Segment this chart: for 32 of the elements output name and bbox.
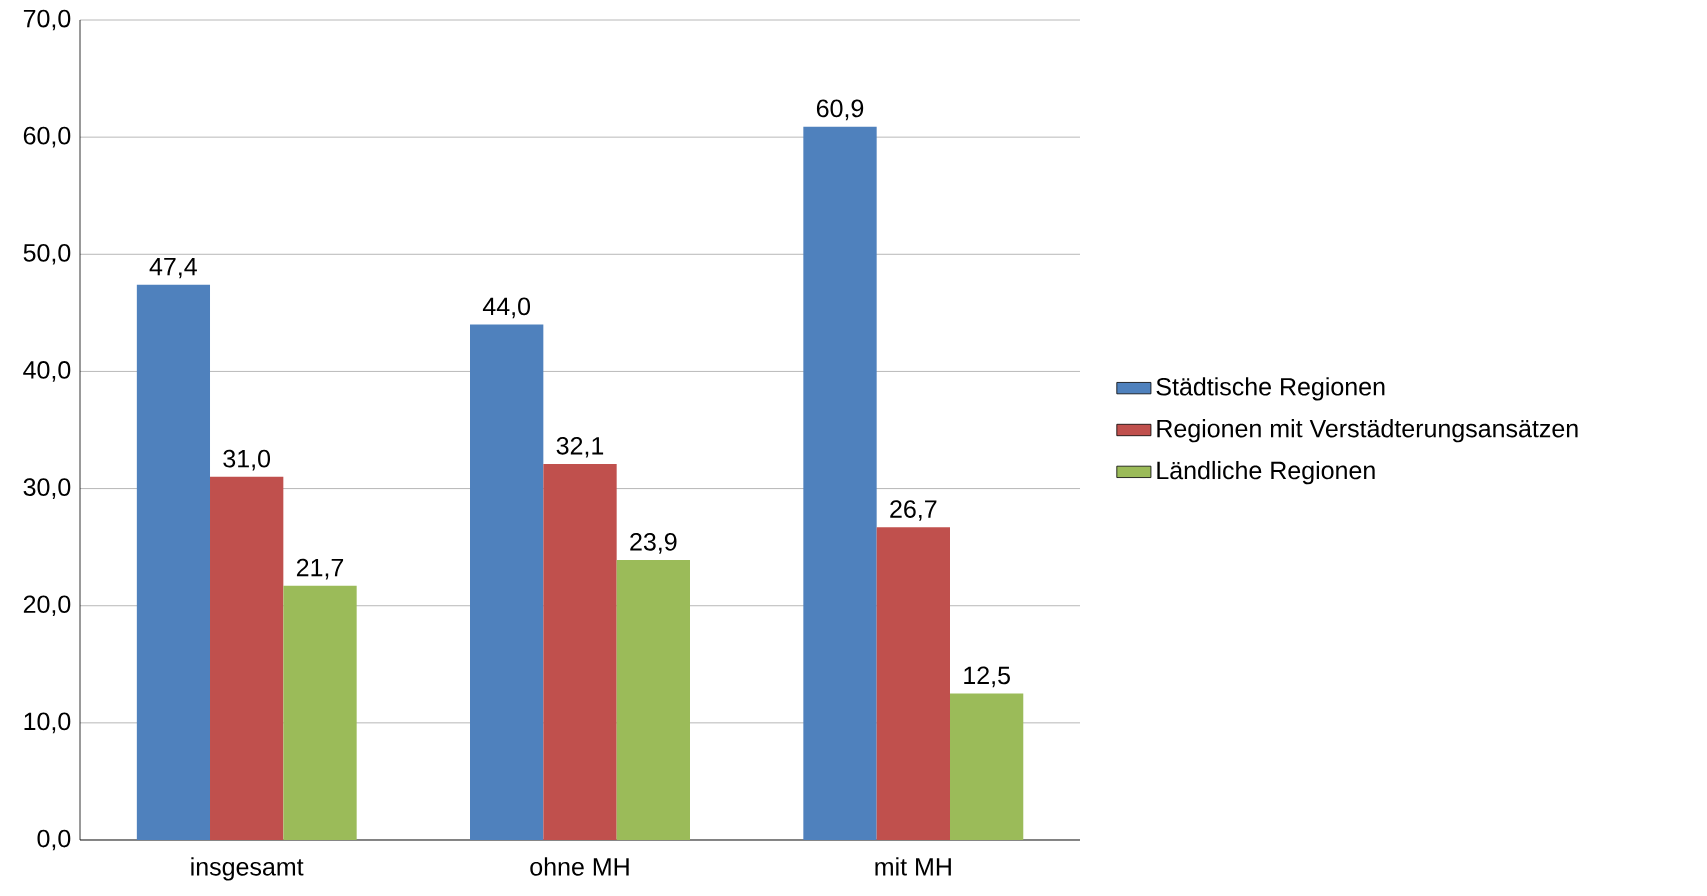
- bar: [803, 126, 877, 840]
- x-tick-label: insgesamt: [191, 857, 304, 881]
- data-label: 32,1: [556, 436, 604, 458]
- data-label: 23,9: [630, 532, 677, 554]
- y-tick-label: 20,0: [23, 595, 71, 617]
- y-tick-label: 40,0: [23, 361, 71, 382]
- data-label: 44,0: [482, 297, 531, 319]
- bar: [616, 560, 690, 840]
- legend-label: Städtische Regionen: [1156, 377, 1385, 401]
- data-label: 60,9: [816, 99, 864, 121]
- data-label: 26,7: [890, 500, 937, 521]
- y-tick-label: 50,0: [23, 243, 71, 265]
- y-tick-label: 60,0: [23, 126, 71, 148]
- y-tick-label: 70,0: [23, 9, 71, 31]
- bar: [876, 527, 950, 840]
- data-label: 21,7: [296, 558, 344, 580]
- bar: [283, 585, 357, 840]
- bar: [950, 693, 1024, 840]
- data-label: 31,0: [223, 449, 271, 471]
- bar: [136, 284, 211, 840]
- bar: [543, 463, 617, 840]
- y-tick-label: 0,0: [37, 829, 71, 851]
- legend-label: Regionen mit Verstädterungsansätzen: [1157, 419, 1578, 443]
- bar: [470, 324, 544, 840]
- x-tick-label: ohne MH: [530, 857, 629, 876]
- y-tick-label: 30,0: [23, 478, 71, 499]
- x-tick-label: mit MH: [875, 857, 951, 876]
- legend-label: Ländliche Regionen: [1157, 460, 1375, 485]
- bar: [210, 476, 284, 840]
- data-label: 47,4: [149, 257, 197, 279]
- data-label: 12,5: [964, 666, 1010, 688]
- y-tick-label: 10,0: [24, 712, 71, 734]
